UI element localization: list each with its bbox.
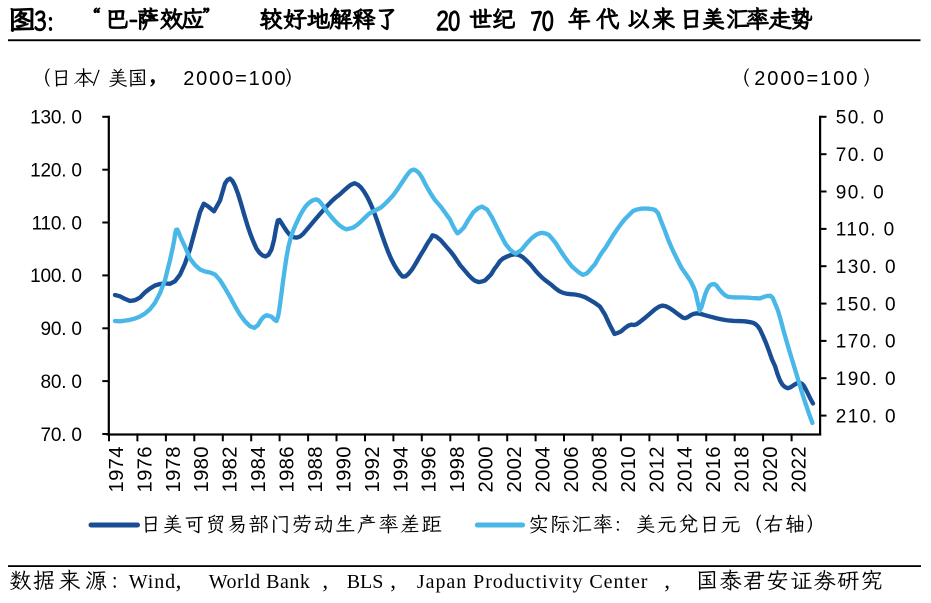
svg-text:120. 0: 120. 0	[30, 161, 82, 182]
svg-text:90. 0: 90. 0	[41, 319, 82, 340]
svg-text:BLS: BLS	[347, 571, 384, 593]
svg-text:130. 0: 130. 0	[836, 257, 897, 278]
svg-text:2008: 2008	[589, 446, 611, 492]
svg-text:,: ,	[176, 568, 182, 593]
svg-text:2020: 2020	[760, 446, 782, 492]
svg-text:70. 0: 70. 0	[41, 425, 82, 446]
svg-text:110. 0: 110. 0	[32, 213, 82, 234]
svg-text:110. 0: 110. 0	[836, 220, 896, 241]
svg-text:2006: 2006	[561, 446, 583, 492]
svg-text:2000=100: 2000=100	[183, 68, 287, 90]
svg-text:1982: 1982	[220, 446, 242, 492]
svg-text:2018: 2018	[732, 446, 754, 492]
svg-text:2012: 2012	[646, 446, 668, 492]
svg-text:2000: 2000	[476, 446, 498, 492]
svg-text:210. 0: 210. 0	[836, 406, 897, 427]
svg-text:2004: 2004	[533, 446, 555, 492]
svg-text:190. 0: 190. 0	[836, 369, 897, 390]
svg-text:Japan Productivity Center: Japan Productivity Center	[417, 571, 648, 593]
svg-text:1988: 1988	[305, 446, 327, 492]
svg-text:2000=100: 2000=100	[754, 68, 859, 90]
svg-text:80. 0: 80. 0	[41, 372, 82, 393]
svg-text:150. 0: 150. 0	[836, 294, 897, 315]
svg-text:2010: 2010	[618, 446, 640, 492]
svg-text:2014: 2014	[675, 446, 697, 492]
svg-text:1990: 1990	[333, 446, 355, 492]
svg-text:,: ,	[322, 568, 328, 593]
svg-text:Wind: Wind	[129, 571, 176, 593]
svg-text:,: ,	[390, 568, 396, 593]
svg-text:World Bank: World Bank	[209, 571, 311, 593]
svg-text:70. 0: 70. 0	[836, 145, 885, 166]
svg-text:2016: 2016	[703, 446, 725, 492]
svg-text:1994: 1994	[390, 446, 412, 492]
svg-text:1996: 1996	[419, 446, 441, 492]
svg-text:1978: 1978	[163, 446, 185, 492]
svg-text:1984: 1984	[248, 446, 270, 492]
svg-text:1976: 1976	[134, 446, 156, 492]
svg-text:1980: 1980	[191, 446, 213, 492]
svg-text:2022: 2022	[789, 446, 811, 492]
svg-text:100. 0: 100. 0	[30, 266, 82, 287]
svg-text:1998: 1998	[447, 446, 469, 492]
svg-text:50. 0: 50. 0	[836, 108, 885, 129]
svg-text:90. 0: 90. 0	[836, 182, 885, 203]
svg-text:1992: 1992	[362, 446, 384, 492]
svg-text:2002: 2002	[504, 446, 526, 492]
svg-text:1974: 1974	[106, 446, 128, 492]
svg-text:1986: 1986	[277, 446, 299, 492]
svg-text:,: ,	[664, 568, 670, 593]
svg-text:170. 0: 170. 0	[836, 332, 897, 353]
svg-text:130. 0: 130. 0	[30, 108, 82, 129]
